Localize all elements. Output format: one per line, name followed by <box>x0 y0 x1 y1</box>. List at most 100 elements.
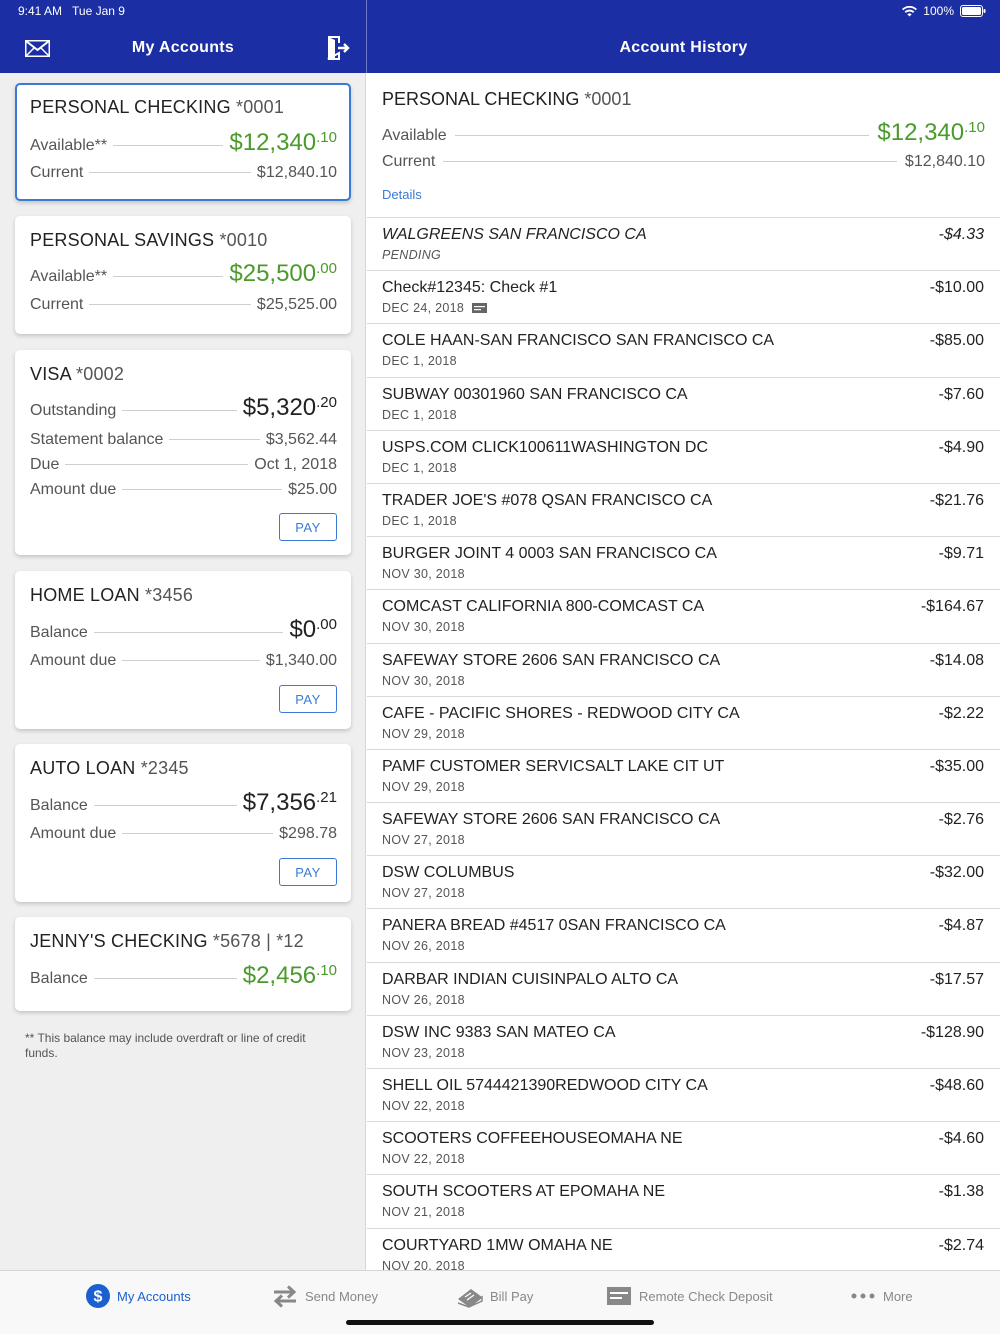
transaction-date: NOV 22, 2018 <box>382 1152 465 1167</box>
transaction-date: NOV 22, 2018 <box>382 1099 465 1113</box>
statement-balance-row: Statement balance $3,562.44 <box>30 431 337 448</box>
transaction-amount: -$1.38 <box>938 1183 984 1201</box>
transaction-amount: -$4.60 <box>938 1130 984 1148</box>
transaction-row[interactable]: Check#12345: Check #1 DEC 24, 2018 -$10.… <box>367 271 1000 325</box>
available-balance: $25,500.00 <box>229 260 337 287</box>
wifi-icon <box>902 5 918 16</box>
transaction-row[interactable]: SAFEWAY STORE 2606 SAN FRANCISCO CA NOV … <box>367 644 1000 697</box>
transaction-date: NOV 20, 2018 <box>382 1258 465 1270</box>
available-balance: $12,340.10 <box>229 129 337 156</box>
transaction-row[interactable]: DARBAR INDIAN CUISINPALO ALTO CA NOV 26,… <box>367 963 1000 1016</box>
transaction-row[interactable]: DSW COLUMBUS NOV 27, 2018 -$32.00 <box>367 856 1000 910</box>
transaction-amount: -$32.00 <box>929 864 984 882</box>
transaction-description: COMCAST CALIFORNIA 800-COMCAST CA <box>382 598 705 616</box>
transaction-row[interactable]: CAFE - PACIFIC SHORES - REDWOOD CITY CA … <box>367 697 1000 750</box>
tab-remote-check-deposit[interactable]: Remote Check Deposit <box>606 1283 773 1309</box>
status-bar-right: 100% <box>902 4 986 18</box>
account-title: JENNY'S CHECKING *5678 | *12 <box>30 931 304 951</box>
account-card-jennys-checking[interactable]: JENNY'S CHECKING *5678 | *12 Balance $2,… <box>15 917 351 1011</box>
transaction-row[interactable]: SUBWAY 00301960 SAN FRANCISCO CA DEC 1, … <box>367 378 1000 431</box>
current-row: Current $25,525.00 <box>30 296 337 313</box>
transaction-date: NOV 30, 2018 <box>382 567 465 582</box>
bottom-tab-bar: $ My Accounts Send Money Bill Pay Remote… <box>0 1270 1000 1334</box>
home-indicator[interactable] <box>346 1320 654 1325</box>
account-title: AUTO LOAN *2345 <box>30 758 189 778</box>
transaction-row[interactable]: SAFEWAY STORE 2606 SAN FRANCISCO CA NOV … <box>367 803 1000 857</box>
account-card-auto-loan[interactable]: AUTO LOAN *2345 Balance $7,356.21 Amount… <box>15 744 351 902</box>
transaction-description: COURTYARD 1MW OMAHA NE <box>382 1236 613 1254</box>
transaction-amount: -$4.33 <box>938 226 984 243</box>
transaction-row[interactable]: SCOOTERS COFFEEHOUSEOMAHA NE NOV 22, 201… <box>367 1122 1000 1176</box>
transaction-row[interactable]: SHELL OIL 5744421390REDWOOD CITY CA NOV … <box>367 1069 1000 1123</box>
available-row: Available** $12,340.10 <box>30 129 337 156</box>
transaction-description: TRADER JOE'S #078 QSAN FRANCISCO CA <box>382 491 713 509</box>
transaction-date: NOV 30, 2018 <box>382 620 465 635</box>
transaction-row[interactable]: BURGER JOINT 4 0003 SAN FRANCISCO CA NOV… <box>367 537 1000 591</box>
transaction-amount: -$7.60 <box>938 385 984 403</box>
transaction-description: SHELL OIL 5744421390REDWOOD CITY CA <box>382 1077 708 1094</box>
mail-icon[interactable] <box>25 40 50 57</box>
transaction-row[interactable]: SOUTH SCOOTERS AT EPOMAHA NE NOV 21, 201… <box>367 1175 1000 1229</box>
pay-button[interactable]: PAY <box>279 685 337 713</box>
history-current-row: Current $12,840.10 <box>382 153 985 170</box>
outstanding-balance: $5,320.20 <box>242 394 337 421</box>
more-dots-icon <box>851 1293 875 1299</box>
transaction-description: SCOOTERS COFFEEHOUSEOMAHA NE <box>382 1130 683 1148</box>
tab-more[interactable]: More <box>850 1283 913 1309</box>
account-card-personal-savings[interactable]: PERSONAL SAVINGS *0010 Available** $25,5… <box>15 216 351 334</box>
tab-send-money[interactable]: Send Money <box>272 1283 378 1309</box>
transaction-description: PAMF CUSTOMER SERVICSALT LAKE CIT UT <box>382 757 725 775</box>
tab-label: Bill Pay <box>490 1288 534 1304</box>
transaction-amount: -$2.76 <box>938 811 984 829</box>
header-divider <box>366 0 367 73</box>
details-link[interactable]: Details <box>382 187 422 202</box>
transaction-amount: -$48.60 <box>929 1077 984 1094</box>
battery-percent: 100% <box>923 4 954 18</box>
tab-my-accounts[interactable]: $ My Accounts <box>86 1283 191 1309</box>
account-card-visa[interactable]: VISA *0002 Outstanding $5,320.20 Stateme… <box>15 350 351 555</box>
account-title: PERSONAL SAVINGS *0010 <box>30 230 268 250</box>
transaction-date: NOV 26, 2018 <box>382 939 465 954</box>
transaction-row[interactable]: WALGREENS SAN FRANCISCO CA PENDING -$4.3… <box>367 218 1000 272</box>
account-title: VISA *0002 <box>30 364 125 384</box>
history-available-row: Available $12,340.10 <box>382 119 985 146</box>
transaction-status: PENDING <box>382 248 442 262</box>
pay-button[interactable]: PAY <box>279 858 337 886</box>
transaction-row[interactable]: DSW INC 9383 SAN MATEO CA NOV 23, 2018 -… <box>367 1016 1000 1069</box>
transaction-description: DSW COLUMBUS <box>382 864 515 882</box>
check-icon <box>607 1287 631 1305</box>
transaction-row[interactable]: COLE HAAN-SAN FRANCISCO SAN FRANCISCO CA… <box>367 324 1000 378</box>
transaction-date: DEC 24, 2018 <box>382 301 488 315</box>
logout-icon[interactable] <box>326 36 352 60</box>
transaction-description: SAFEWAY STORE 2606 SAN FRANCISCO CA <box>382 651 721 669</box>
my-accounts-title: My Accounts <box>131 39 235 56</box>
transaction-row[interactable]: COURTYARD 1MW OMAHA NE NOV 20, 2018 -$2.… <box>367 1229 1000 1270</box>
tab-bill-pay[interactable]: Bill Pay <box>457 1283 533 1309</box>
account-title: PERSONAL CHECKING *0001 <box>30 97 285 117</box>
transaction-row[interactable]: PANERA BREAD #4517 0SAN FRANCISCO CA NOV… <box>367 909 1000 963</box>
current-row: Current $12,840.10 <box>30 164 337 181</box>
transaction-description: BURGER JOINT 4 0003 SAN FRANCISCO CA <box>382 545 717 563</box>
transaction-description: SOUTH SCOOTERS AT EPOMAHA NE <box>382 1183 666 1201</box>
transaction-row[interactable]: TRADER JOE'S #078 QSAN FRANCISCO CA DEC … <box>367 484 1000 538</box>
amount-due-row: Amount due $1,340.00 <box>30 652 337 669</box>
transaction-row[interactable]: PAMF CUSTOMER SERVICSALT LAKE CIT UT NOV… <box>367 750 1000 804</box>
transaction-date: DEC 1, 2018 <box>382 407 457 422</box>
tab-label: Remote Check Deposit <box>639 1288 773 1304</box>
transaction-description: PANERA BREAD #4517 0SAN FRANCISCO CA <box>382 917 726 935</box>
account-card-home-loan[interactable]: HOME LOAN *3456 Balance $0.00 Amount due… <box>15 571 351 729</box>
bill-icon <box>457 1289 483 1308</box>
amount-due-row: Amount due $25.00 <box>30 481 337 498</box>
transaction-date: NOV 30, 2018 <box>382 673 465 688</box>
loan-balance: $7,356.21 <box>242 789 337 816</box>
transaction-amount: -$2.74 <box>938 1236 984 1254</box>
transaction-amount: -$10.00 <box>929 279 984 297</box>
transaction-amount: -$2.22 <box>938 704 984 722</box>
account-card-personal-checking[interactable]: PERSONAL CHECKING *0001 Available** $12,… <box>15 83 351 201</box>
transaction-row[interactable]: USPS.COM CLICK100611WASHINGTON DC DEC 1,… <box>367 431 1000 484</box>
transaction-row[interactable]: COMCAST CALIFORNIA 800-COMCAST CA NOV 30… <box>367 590 1000 644</box>
pay-button[interactable]: PAY <box>279 513 337 541</box>
transaction-description: CAFE - PACIFIC SHORES - REDWOOD CITY CA <box>382 704 740 722</box>
battery-icon <box>960 5 986 17</box>
check-image-icon[interactable] <box>472 303 488 314</box>
